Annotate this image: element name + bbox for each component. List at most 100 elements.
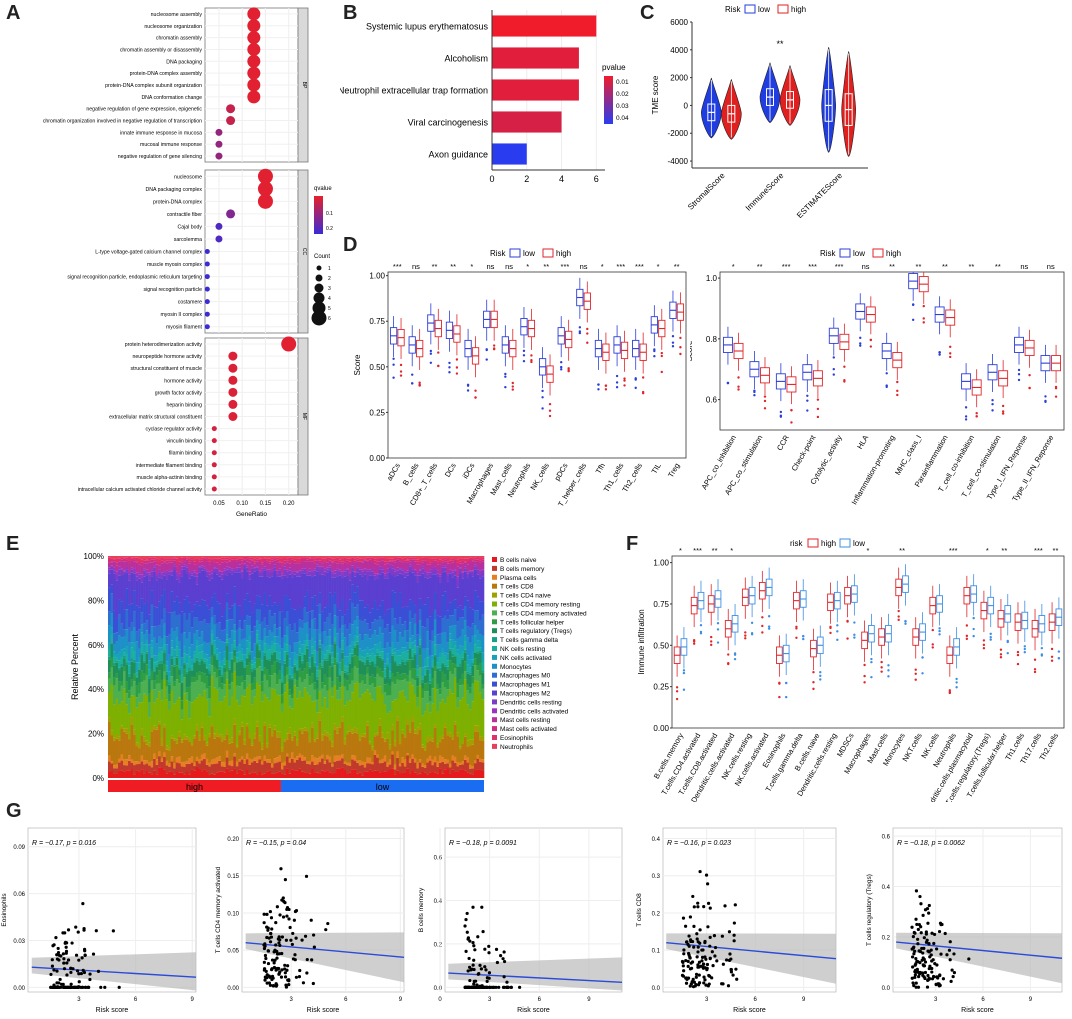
outlier-point xyxy=(727,653,730,656)
stacked-segment xyxy=(215,658,219,660)
stacked-segment xyxy=(148,557,151,561)
stacked-segment xyxy=(328,557,332,561)
stacked-segment xyxy=(240,722,244,727)
stacked-segment xyxy=(288,560,292,564)
stacked-segment xyxy=(160,689,164,701)
go-term-dot xyxy=(211,462,217,468)
stacked-segment xyxy=(406,755,410,769)
outlier-point xyxy=(931,646,934,649)
scatter-point xyxy=(705,966,709,970)
stacked-segment xyxy=(268,770,272,778)
stacked-segment xyxy=(203,758,207,770)
stacked-segment xyxy=(198,567,202,573)
scatter-point xyxy=(478,963,482,967)
stacked-segment xyxy=(130,769,134,778)
legend-count-label: 2 xyxy=(328,276,331,282)
stacked-segment xyxy=(341,671,344,687)
stacked-segment xyxy=(125,770,129,778)
stacked-segment xyxy=(403,737,407,760)
stacked-segment xyxy=(341,649,344,653)
stacked-segment xyxy=(388,662,392,672)
outlier-point xyxy=(504,372,507,376)
stacked-segment xyxy=(478,652,482,664)
stacked-segment xyxy=(230,630,234,645)
stacked-segment xyxy=(290,556,294,558)
outlier-point xyxy=(682,688,686,691)
stacked-segment xyxy=(228,561,232,568)
stacked-segment xyxy=(240,695,244,723)
significance-mark: ** xyxy=(995,262,1001,271)
stacked-segment xyxy=(153,567,156,572)
stacked-segment xyxy=(373,579,377,601)
outlier-point xyxy=(1033,670,1037,674)
stacked-segment xyxy=(476,769,480,778)
outlier-point xyxy=(989,632,992,636)
stacked-segment xyxy=(448,560,452,564)
stacked-segment xyxy=(168,709,171,748)
stacked-segment xyxy=(205,559,209,562)
stacked-segment xyxy=(153,671,156,681)
outlier-point xyxy=(999,656,1003,659)
stacked-segment xyxy=(218,560,222,565)
outlier-point xyxy=(541,407,544,410)
stacked-segment xyxy=(426,774,430,778)
stacked-segment xyxy=(343,670,347,673)
stacked-segment xyxy=(303,687,307,728)
stacked-segment xyxy=(135,746,139,762)
stacked-segment xyxy=(323,622,327,632)
stacked-segment xyxy=(155,561,159,565)
stacked-segment xyxy=(306,561,309,571)
stacked-segment xyxy=(416,686,420,698)
stacked-segment xyxy=(391,653,395,656)
stacked-segment xyxy=(416,734,420,763)
stacked-segment xyxy=(456,576,460,581)
scatter-point xyxy=(734,967,738,971)
stacked-segment xyxy=(155,607,159,626)
stacked-segment xyxy=(343,770,347,778)
scatter-point xyxy=(505,985,509,989)
go-term-dot xyxy=(247,66,261,80)
stacked-segment xyxy=(275,557,279,560)
stacked-segment xyxy=(473,651,477,653)
stacked-segment xyxy=(438,702,442,737)
stacked-segment xyxy=(421,604,425,627)
stacked-segment xyxy=(120,561,124,569)
stacked-segment xyxy=(326,754,329,760)
stacked-segment xyxy=(135,576,139,581)
stacked-segment xyxy=(453,762,457,772)
stacked-segment xyxy=(378,557,382,559)
stacked-segment xyxy=(378,561,382,567)
stacked-segment xyxy=(160,557,164,561)
stacked-segment xyxy=(240,659,244,662)
stacked-segment xyxy=(288,678,292,690)
scatter-point xyxy=(483,947,487,951)
stacked-segment xyxy=(376,578,380,610)
stacked-segment xyxy=(421,682,425,689)
scatter-point xyxy=(61,952,65,956)
stacked-segment xyxy=(463,733,467,737)
stacked-segment xyxy=(413,652,417,655)
stacked-segment xyxy=(341,563,344,572)
stacked-segment xyxy=(426,758,430,763)
stacked-segment xyxy=(290,674,294,678)
stacked-segment xyxy=(260,691,264,702)
stacked-segment xyxy=(210,617,214,631)
stacked-segment xyxy=(433,562,437,567)
stacked-segment xyxy=(170,690,174,736)
scatter-point xyxy=(685,940,689,944)
stacked-segment xyxy=(248,732,252,739)
stacked-segment xyxy=(218,564,222,571)
stacked-segment xyxy=(461,617,465,630)
stacked-segment xyxy=(433,566,437,570)
stacked-segment xyxy=(351,649,354,654)
stacked-segment xyxy=(403,673,407,679)
stacked-segment xyxy=(113,765,116,769)
x-tick-label: 6 xyxy=(134,997,138,1003)
stacked-segment xyxy=(115,657,119,661)
outlier-point xyxy=(911,303,915,307)
stacked-segment xyxy=(140,755,144,762)
stacked-segment xyxy=(386,771,390,778)
scatter-point xyxy=(691,985,696,989)
stacked-segment xyxy=(438,556,442,560)
stacked-segment xyxy=(371,746,375,751)
